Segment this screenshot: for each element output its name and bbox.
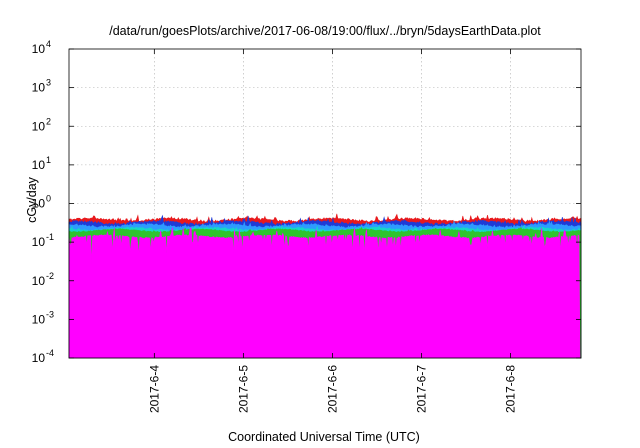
y-tick-label: 10 <box>32 119 46 133</box>
y-tick-label: 10 <box>32 235 46 249</box>
y-tick-exponent: -3 <box>46 309 54 319</box>
y-tick-label: 10 <box>32 274 46 288</box>
data-series <box>68 213 582 359</box>
y-tick-exponent: -2 <box>46 271 54 281</box>
y-tick-exponent: -1 <box>46 232 54 242</box>
y-tick-exponent: -4 <box>46 348 54 358</box>
x-tick-label: 2017-6-4 <box>147 365 161 413</box>
x-tick-label: 2017-6-6 <box>325 365 339 413</box>
x-tick-label: 2017-6-8 <box>504 365 518 413</box>
y-tick-label: 10 <box>32 351 46 365</box>
y-tick-label: 10 <box>32 158 46 172</box>
y-tick-label: 10 <box>32 81 46 95</box>
y-tick-exponent: 1 <box>46 155 51 165</box>
y-tick-label: 10 <box>32 42 46 56</box>
plot-frame <box>68 48 582 359</box>
y-tick-exponent: 3 <box>46 78 51 88</box>
x-tick-label: 2017-6-7 <box>414 365 428 413</box>
y-axis-label: cGy/day <box>25 176 39 223</box>
series-6-area <box>68 227 581 359</box>
chart-title: /data/run/goesPlots/archive/2017-06-08/1… <box>109 24 541 38</box>
y-tick-label: 10 <box>32 197 46 211</box>
y-tick-exponent: 2 <box>46 116 51 126</box>
x-tick-label: 2017-6-5 <box>236 365 250 413</box>
y-tick-exponent: 0 <box>46 194 51 204</box>
x-axis-label: Coordinated Universal Time (UTC) <box>228 430 420 444</box>
y-tick-label: 10 <box>32 312 46 326</box>
y-tick-exponent: 4 <box>46 39 51 49</box>
